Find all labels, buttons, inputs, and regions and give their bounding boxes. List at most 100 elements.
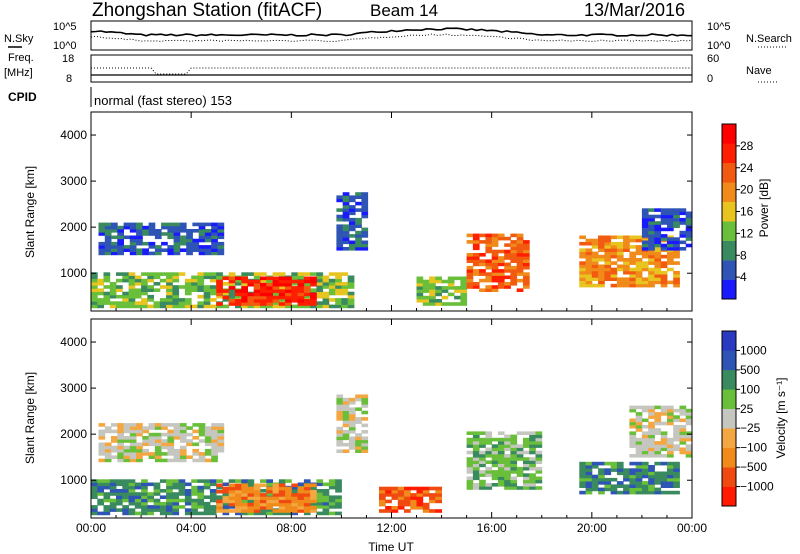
velocity-cell [335,485,342,490]
velocity-cell [641,408,649,413]
velocity-cell [648,415,655,419]
velocity-cell [297,499,305,504]
power-cell [641,280,649,285]
power-cell [660,237,668,241]
power-cell [235,289,242,293]
power-cell [685,230,693,235]
power-cell [654,264,662,269]
velocity-cell [186,442,193,447]
velocity-cell [272,483,280,488]
velocity-cell [685,431,693,435]
power-cell [355,217,362,222]
power-cell [136,248,143,252]
velocity-cell [235,493,242,497]
power-cell [103,285,111,289]
power-cell [616,258,624,262]
velocity-cell [128,479,136,483]
velocity-cell [641,444,649,448]
power-cell [335,285,342,289]
velocity-cell [623,484,630,488]
power-cell [278,285,286,289]
power-cell [348,240,356,245]
cpid-strip: CPID normal (fast stereo) 153 [8,87,232,108]
power-region-7 [641,208,693,251]
power-cell [667,214,674,219]
velocity-cell [654,444,662,448]
velocity-cell [167,442,175,447]
power-cell [598,267,605,272]
power-cell [297,299,305,303]
power-cell [241,279,248,284]
power-cell [184,278,192,283]
power-cell [91,304,98,309]
power-cell [173,235,181,240]
velocity-cell [529,434,536,439]
power-cell [623,277,630,281]
power-cell [629,258,637,262]
power-cell [328,285,336,289]
power-cell [166,272,173,276]
velocity-cell [535,466,543,471]
velocity-cell [466,476,474,481]
power-cell [447,286,455,290]
power-cell [342,240,350,245]
power-ytick-label: 3000 [60,174,87,188]
power-cell [253,292,261,297]
velocity-cell [673,465,680,469]
velocity-cell [172,505,180,509]
power-cell [285,295,292,300]
velocity-cell [679,437,687,442]
velocity-cell [648,434,655,439]
velocity-cell [579,481,586,485]
velocity-cell [629,468,637,472]
velocity-cell [523,437,530,442]
power-cell [648,208,655,212]
velocity-cell [153,508,161,512]
velocity-cell [285,493,292,497]
power-cell [342,211,350,216]
velocity-cell [422,486,430,491]
velocity-cell [148,452,156,456]
velocity-cell [629,424,637,429]
velocity-cell [166,485,173,490]
velocity-cell [310,499,317,504]
power-cell [179,235,187,240]
velocity-cell [635,468,643,472]
velocity-cell [154,432,162,437]
velocity-cell [529,441,536,445]
velocity-cell [228,505,236,509]
power-cell [111,248,118,252]
velocity-cell [654,454,662,458]
velocity-cell [303,479,311,483]
power-cell [679,230,687,235]
power-cell [641,230,649,235]
velocity-cell [472,460,480,464]
velocity-cell [648,450,655,455]
velocity-cell [253,506,261,510]
velocity-cell [504,470,511,474]
velocity-cell [104,429,112,434]
velocity-cell [641,447,649,452]
power-cell [591,245,599,249]
velocity-cell [111,423,118,427]
power-cell [260,289,267,293]
power-cell [466,253,474,257]
power-cell [610,270,618,275]
velocity-cell [610,490,618,495]
velocity-cell [660,481,668,485]
velocity-cell [472,483,480,487]
power-cell [141,298,148,302]
power-cell [648,217,655,222]
velocity-cell [241,498,248,503]
velocity-cell [129,429,137,434]
velocity-cell [141,495,148,499]
power-cell [134,301,142,305]
power-cell [142,251,149,256]
power-cell [348,205,356,209]
velocity-cell [203,511,211,516]
velocity-cell [497,454,505,458]
power-cell [585,267,593,272]
power-cell [134,275,142,280]
power-cell [260,286,267,290]
velocity-cell [179,455,187,459]
